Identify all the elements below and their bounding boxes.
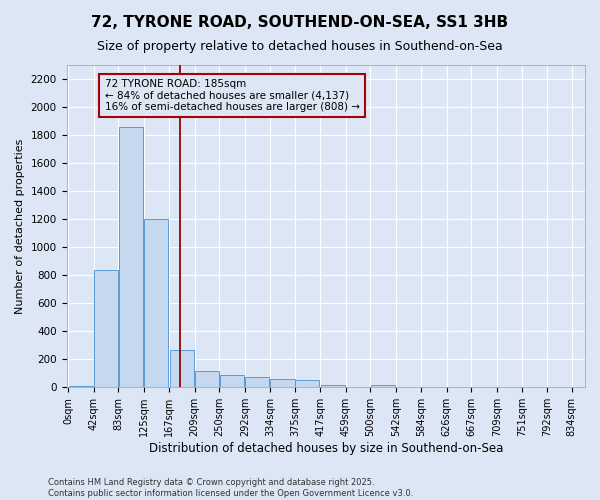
- Bar: [68, 386, 93, 388]
- Bar: [295, 380, 319, 388]
- Bar: [245, 377, 269, 388]
- Text: Size of property relative to detached houses in Southend-on-Sea: Size of property relative to detached ho…: [97, 40, 503, 53]
- Y-axis label: Number of detached properties: Number of detached properties: [15, 138, 25, 314]
- Text: 72 TYRONE ROAD: 185sqm
← 84% of detached houses are smaller (4,137)
16% of semi-: 72 TYRONE ROAD: 185sqm ← 84% of detached…: [104, 79, 359, 112]
- Text: Contains HM Land Registry data © Crown copyright and database right 2025.
Contai: Contains HM Land Registry data © Crown c…: [48, 478, 413, 498]
- Bar: [119, 126, 143, 388]
- Bar: [195, 370, 219, 388]
- Bar: [144, 219, 169, 388]
- Bar: [94, 270, 118, 388]
- Bar: [271, 379, 295, 388]
- Bar: [170, 350, 194, 388]
- Bar: [320, 384, 345, 388]
- Bar: [220, 374, 244, 388]
- Bar: [371, 385, 395, 388]
- X-axis label: Distribution of detached houses by size in Southend-on-Sea: Distribution of detached houses by size …: [149, 442, 503, 455]
- Text: 72, TYRONE ROAD, SOUTHEND-ON-SEA, SS1 3HB: 72, TYRONE ROAD, SOUTHEND-ON-SEA, SS1 3H…: [91, 15, 509, 30]
